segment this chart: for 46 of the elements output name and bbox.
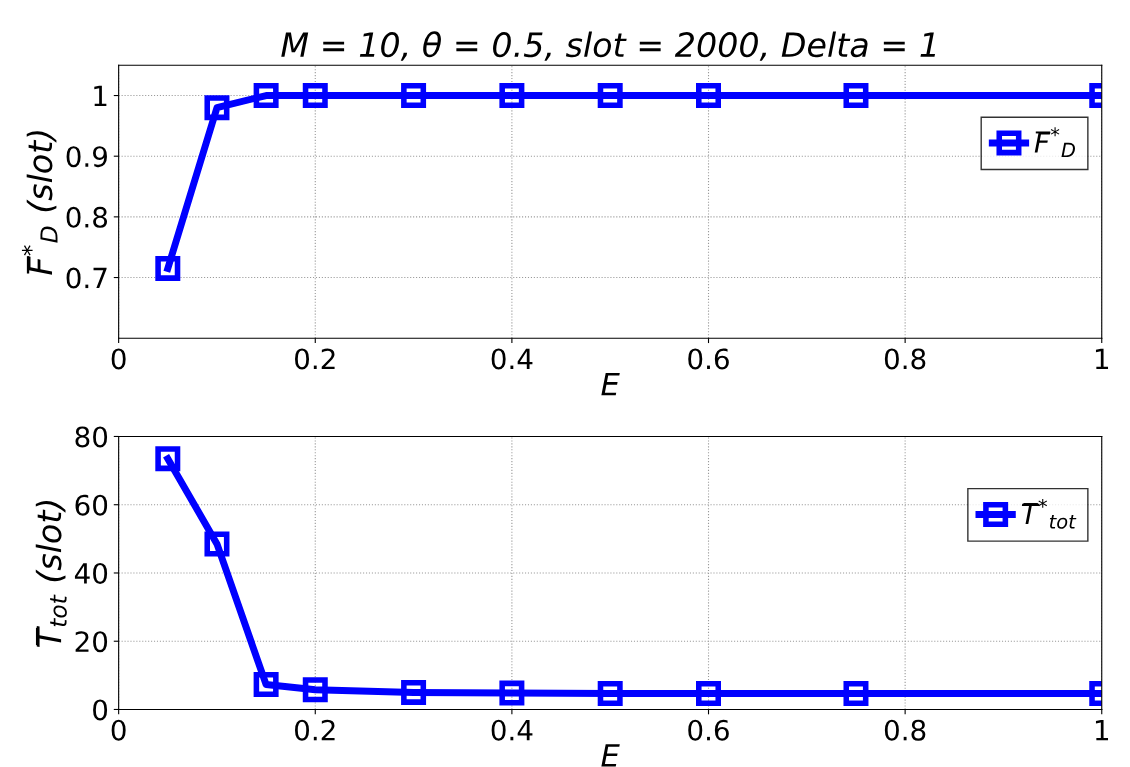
point [204,95,230,121]
x-tick-label: 0.8 [884,719,926,741]
y-tick-label: 0 [93,699,108,721]
x-axis-title: E [601,372,620,396]
point [843,83,869,109]
point [499,680,525,706]
point [302,83,328,109]
point [843,680,869,706]
x-axis-title: E [601,744,620,767]
y-tick-label: 20 [75,631,108,653]
point [155,446,181,472]
y-tick-label: 0.7 [66,267,107,289]
point [597,680,623,706]
legend-label: T̅$^{*}$$_{tot}$ [1021,498,1077,529]
point [253,672,279,698]
x-tick-label: 0.2 [295,719,335,741]
x-tick-label: 0.8 [884,348,926,370]
point [696,83,722,109]
x-tick-label: 0 [111,719,126,741]
point [204,531,230,557]
point [253,83,279,109]
point [155,255,181,281]
point [499,83,525,109]
x-tick-label: 1 [1095,720,1109,741]
point [401,83,427,109]
x-tick-label: 0.4 [491,719,533,741]
point [401,679,427,705]
x-tick-label: 0.2 [295,348,335,370]
x-tick-label: 0.6 [688,719,729,741]
y-tick-label: 60 [75,494,108,516]
x-tick-label: 0 [111,348,126,370]
x-tick-label: 1 [1095,348,1109,370]
x-tick-label: 0.6 [688,348,729,370]
legend-label: F̅$^{*}$$_{D}$ [1034,127,1076,157]
point [696,680,722,706]
y-tick-label: 0.8 [66,206,108,228]
y-axis-title: F̅$^{*}$$_{D}$ (slot) [21,131,58,275]
y-tick-label: 80 [75,426,108,448]
y-tick-label: 0.9 [66,146,107,168]
y-tick-label: 40 [74,562,108,584]
y-tick-label: 1 [94,85,107,107]
chart-title: M = 10, θ = 0.5, slot = 2000, Delta = 1 [281,31,936,61]
point [302,677,328,703]
point [597,83,623,109]
x-tick-label: 0.4 [491,348,533,370]
y-axis-title: T̅$_{tot}$ (slot) [35,501,67,648]
